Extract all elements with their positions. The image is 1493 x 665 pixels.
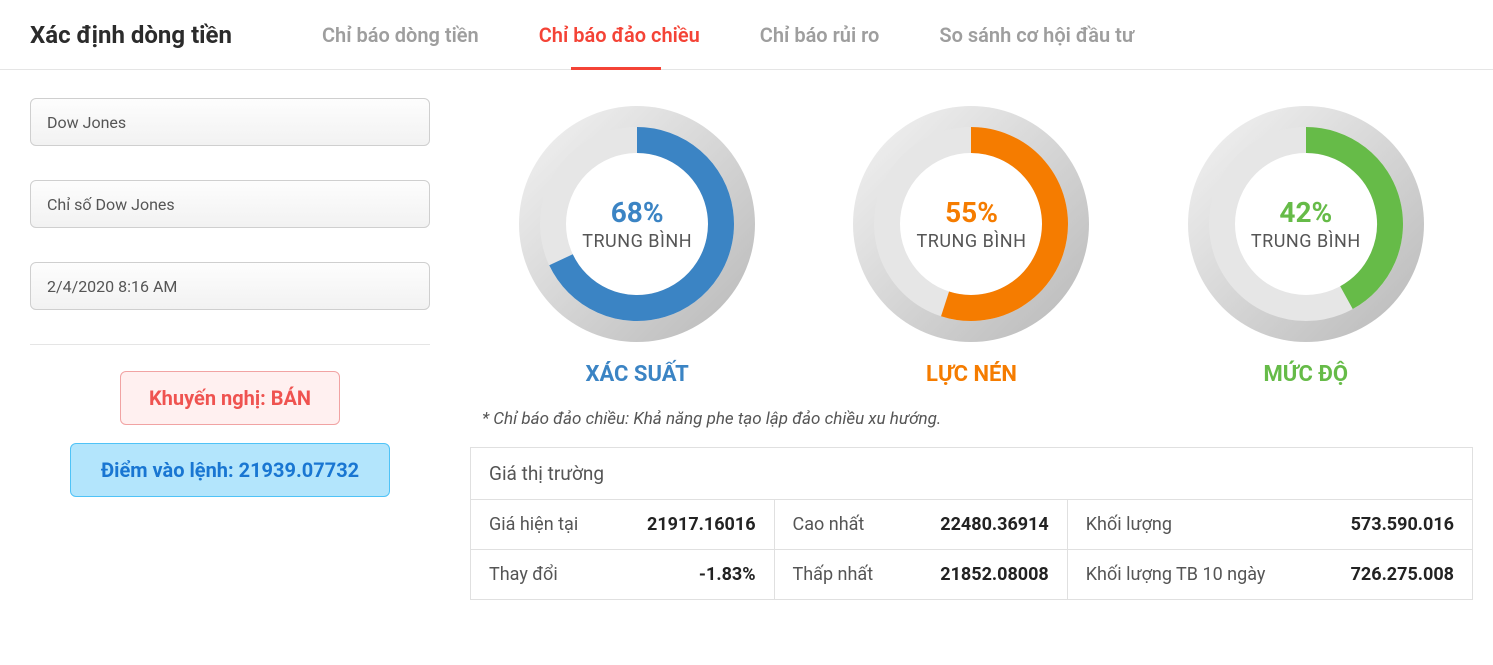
- entry-point-badge: Điểm vào lệnh: 21939.07732: [70, 443, 390, 497]
- tab-risk[interactable]: Chỉ báo rủi ro: [760, 0, 880, 70]
- tab-reversal[interactable]: Chỉ báo đảo chiều: [539, 0, 700, 70]
- recommendation-badge: Khuyến nghị: BÁN: [120, 371, 340, 425]
- table-row: Giá hiện tại 21917.16016 Cao nhất 22480.36…: [471, 500, 1473, 550]
- symbol-select[interactable]: Dow Jones: [30, 98, 430, 146]
- gauge: 55%TRUNG BÌNH LỰC NÉN: [821, 104, 1121, 387]
- gauge-center: 55%TRUNG BÌNH: [851, 104, 1091, 344]
- gauge-dial: 55%TRUNG BÌNH: [851, 104, 1091, 344]
- gauge: 68%TRUNG BÌNH XÁC SUẤT: [487, 104, 787, 387]
- cell-label: Cao nhất: [793, 514, 865, 535]
- cell-value: -1.83%: [699, 564, 756, 585]
- cell-label: Giá hiện tại: [489, 514, 578, 535]
- tab-bar: Xác định dòng tiền Chỉ báo dòng tiền Chỉ…: [0, 0, 1493, 70]
- content-panel: 68%TRUNG BÌNHXÁC SUẤT55%TRUNG BÌNHLỰC NÉ…: [470, 98, 1473, 600]
- gauge-label: MỨC ĐỘ: [1156, 362, 1456, 387]
- divider: [30, 344, 430, 345]
- cell-label: Khối lượng: [1086, 514, 1172, 535]
- datetime-field[interactable]: 2/4/2020 8:16 AM: [30, 262, 430, 310]
- cell-label: Thấp nhất: [793, 564, 874, 585]
- market-table: Giá thị trường Giá hiện tại 21917.16016 C…: [470, 447, 1473, 600]
- gauge-label: XÁC SUẤT: [487, 362, 787, 387]
- gauge-percent: 42%: [1279, 196, 1332, 229]
- gauge-percent: 55%: [945, 196, 998, 229]
- cell-label: Khối lượng TB 10 ngày: [1086, 564, 1266, 585]
- gauge-dial: 68%TRUNG BÌNH: [517, 104, 757, 344]
- cell-value: 22480.36914: [940, 514, 1049, 535]
- gauge-row: 68%TRUNG BÌNHXÁC SUẤT55%TRUNG BÌNHLỰC NÉ…: [470, 98, 1473, 387]
- tab-compare[interactable]: So sánh cơ hội đầu tư: [939, 0, 1134, 70]
- cell-value: 573.590.016: [1351, 514, 1454, 535]
- main-content: Dow Jones Chỉ số Dow Jones 2/4/2020 8:16…: [0, 70, 1493, 620]
- gauge-percent: 68%: [611, 196, 664, 229]
- gauge-dial: 42%TRUNG BÌNH: [1186, 104, 1426, 344]
- gauge-label: LỰC NÉN: [821, 362, 1121, 387]
- gauge-center: 42%TRUNG BÌNH: [1186, 104, 1426, 344]
- gauge-status: TRUNG BÌNH: [917, 231, 1027, 252]
- index-select[interactable]: Chỉ số Dow Jones: [30, 180, 430, 228]
- cell-value: 21917.16016: [647, 514, 756, 535]
- gauge-status: TRUNG BÌNH: [582, 231, 692, 252]
- cell-value: 21852.08008: [940, 564, 1049, 585]
- gauge-center: 68%TRUNG BÌNH: [517, 104, 757, 344]
- footnote: * Chỉ báo đảo chiều: Khả năng phe tạo lậ…: [482, 409, 1473, 429]
- tab-money-flow[interactable]: Chỉ báo dòng tiền: [322, 0, 479, 70]
- page-title: Xác định dòng tiền: [30, 21, 232, 49]
- table-row: Thay đổi -1.83% Thấp nhất 21852.08008 Khối…: [471, 550, 1473, 600]
- market-table-header: Giá thị trường: [471, 448, 1473, 500]
- gauge-status: TRUNG BÌNH: [1251, 231, 1361, 252]
- cell-value: 726.275.008: [1351, 564, 1454, 585]
- cell-label: Thay đổi: [489, 564, 558, 585]
- gauge: 42%TRUNG BÌNH MỨC ĐỘ: [1156, 104, 1456, 387]
- sidebar: Dow Jones Chỉ số Dow Jones 2/4/2020 8:16…: [30, 98, 430, 600]
